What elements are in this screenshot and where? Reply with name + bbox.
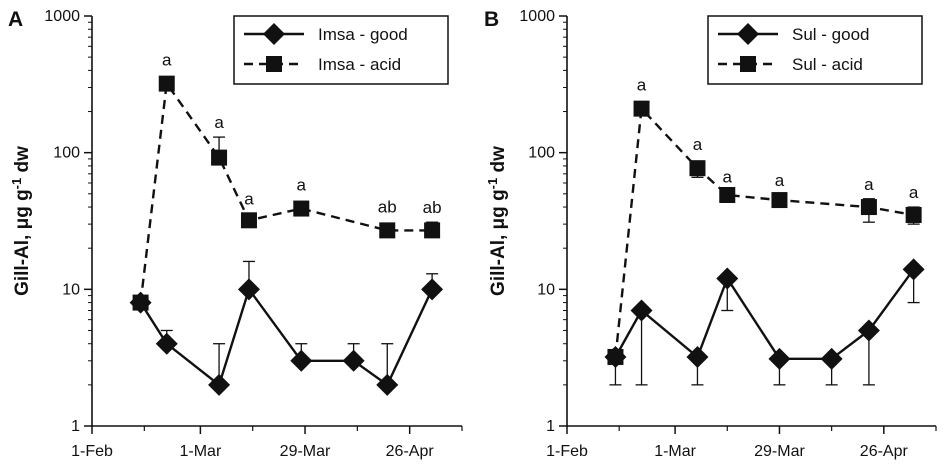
- data-point-square: [719, 187, 736, 204]
- legend-marker-square: [740, 56, 756, 72]
- y-tick-label: 10: [62, 281, 80, 298]
- x-tick-label: 29-Mar: [280, 443, 331, 460]
- significance-label: a: [297, 176, 307, 195]
- data-point-square: [211, 149, 228, 166]
- data-point-square: [860, 199, 877, 216]
- x-tick-label: 1-Feb: [71, 443, 113, 460]
- legend-box: [233, 15, 449, 85]
- significance-label: a: [637, 76, 647, 95]
- data-point-square: [240, 212, 257, 229]
- significance-label: a: [775, 171, 785, 190]
- legend-label: Sul - good: [792, 25, 870, 44]
- data-point-square: [158, 75, 175, 92]
- series-good: [129, 260, 444, 396]
- data-point-diamond: [857, 319, 880, 342]
- legend-marker-diamond: [737, 23, 759, 45]
- significance-label: ab: [378, 197, 397, 216]
- legend-label: Imsa - good: [318, 25, 408, 44]
- x-tick-label: 29-Mar: [754, 443, 805, 460]
- y-tick-label: 1: [71, 418, 80, 435]
- data-point-diamond: [342, 349, 365, 372]
- legend-label: Imsa - acid: [318, 55, 401, 74]
- series-acid: a a a a ab ab: [132, 51, 442, 311]
- y-tick-label: 100: [53, 145, 80, 162]
- panel-label: A: [8, 8, 23, 31]
- significance-label: a: [244, 189, 254, 208]
- significance-label: a: [909, 183, 919, 202]
- data-point-square: [293, 200, 310, 217]
- y-tick-label: 10: [537, 281, 555, 298]
- data-point-diamond: [716, 267, 739, 290]
- data-point-square: [607, 348, 624, 365]
- data-point-diamond: [208, 373, 231, 396]
- data-point-diamond: [768, 347, 791, 370]
- significance-label: ab: [423, 198, 442, 217]
- panel-label: B: [484, 8, 499, 31]
- data-point-square: [132, 294, 149, 311]
- x-tick-label: 1-Mar: [179, 443, 221, 460]
- y-axis-label: Gill-Al, μg g-1 dw: [485, 146, 510, 296]
- legend-marker-square: [266, 56, 282, 72]
- significance-label: a: [693, 135, 703, 154]
- data-point-diamond: [820, 347, 843, 370]
- data-point-diamond: [902, 258, 925, 281]
- data-point-diamond: [686, 345, 709, 368]
- x-tick-label: 26-Apr: [386, 443, 435, 460]
- significance-label: a: [214, 113, 224, 132]
- data-point-square: [771, 192, 788, 209]
- data-point-square: [424, 222, 441, 239]
- significance-label: a: [162, 51, 172, 70]
- data-point-diamond: [237, 278, 260, 301]
- data-point-square: [689, 160, 706, 177]
- chart-panel-a: A 1 10 100 1000 1-Feb 1-Mar 29-Mar 26-Apr Gill-Al…: [8, 8, 463, 460]
- significance-label: a: [723, 167, 733, 186]
- series-acid: a a a a a a: [607, 76, 922, 365]
- data-point-diamond: [630, 299, 653, 322]
- data-point-square: [379, 222, 396, 239]
- legend-label: Sul - acid: [792, 55, 863, 74]
- data-point-square: [633, 100, 650, 117]
- legend: Sul - good Sul - acid: [707, 15, 923, 85]
- data-point-diamond: [376, 373, 399, 396]
- series-line: [139, 286, 434, 387]
- significance-label: a: [864, 175, 874, 194]
- y-tick-label: 100: [528, 145, 555, 162]
- series-line: [139, 80, 433, 303]
- x-tick-label: 1-Mar: [654, 443, 696, 460]
- legend: Imsa - good Imsa - acid: [233, 15, 449, 85]
- y-tick-label: 1000: [519, 8, 555, 25]
- chart-panel-b: B 1 10 100 1000 1-Feb 1-Mar 29-Mar 26-Apr Gill-Al…: [484, 8, 937, 460]
- x-tick-label: 1-Feb: [546, 443, 588, 460]
- data-point-square: [905, 206, 922, 223]
- data-point-diamond: [290, 349, 313, 372]
- data-point-diamond: [155, 332, 178, 355]
- y-tick-label: 1000: [44, 8, 80, 25]
- legend-marker-diamond: [263, 23, 285, 45]
- data-point-diamond: [421, 278, 444, 301]
- x-tick-label: 26-Apr: [860, 443, 909, 460]
- y-tick-label: 1: [546, 418, 555, 435]
- y-axis-label: Gill-Al, μg g-1 dw: [9, 146, 34, 296]
- series-good: [604, 258, 925, 386]
